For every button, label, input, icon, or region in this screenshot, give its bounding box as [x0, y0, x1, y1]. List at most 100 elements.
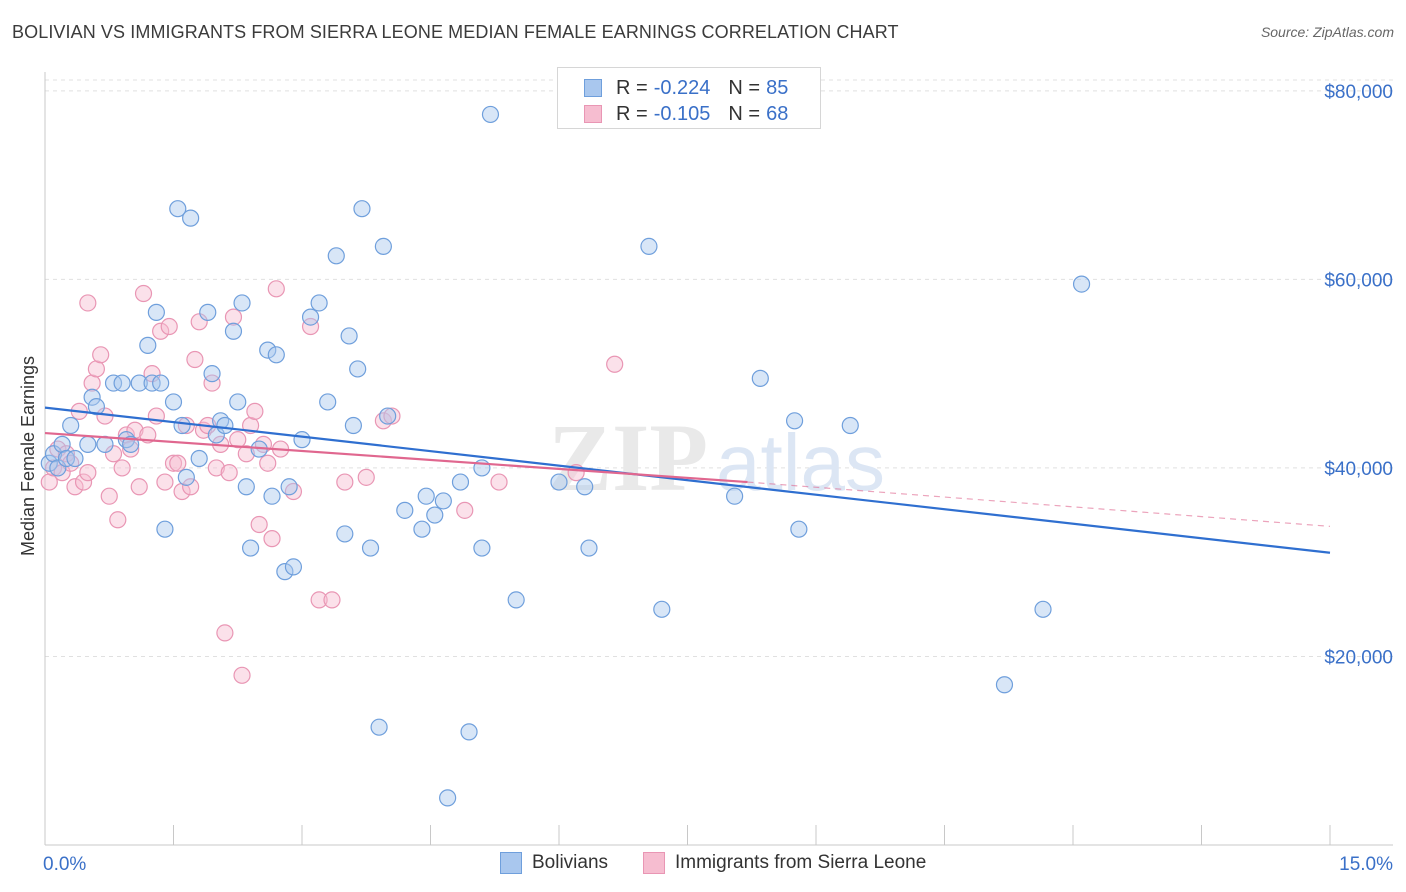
bolivian-point — [177, 468, 195, 486]
bolivian-point — [473, 539, 491, 557]
sierra-leone-point — [203, 374, 221, 392]
bolivian-point — [396, 501, 414, 519]
sierra-leone-point — [79, 464, 97, 482]
sierra-leone-point — [109, 511, 127, 529]
sierra-leone-point — [207, 459, 225, 477]
legend-swatch-blue — [500, 852, 522, 874]
bolivian-point — [224, 322, 243, 340]
watermark: ZIP atlas — [548, 404, 885, 511]
bolivian-point — [152, 374, 170, 392]
bolivian-point — [460, 723, 478, 741]
bolivian-point — [653, 600, 671, 618]
sierra-leone-trend-extension — [747, 481, 1331, 527]
bolivian-point — [413, 520, 431, 538]
x-tick-label: 15.0% — [1339, 854, 1393, 875]
sierra-leone-point — [224, 308, 243, 326]
y-axis-label: Median Female Earnings — [18, 356, 38, 556]
bolivian-point — [164, 393, 183, 411]
trend-lines — [44, 406, 1331, 554]
bolivian-point — [156, 520, 174, 538]
sierra-leone-point — [164, 454, 183, 472]
sierra-leone-point — [490, 473, 508, 491]
sierra-leone-point — [250, 515, 268, 534]
bolivian-point — [113, 374, 131, 392]
bolivian-point — [327, 247, 345, 265]
sierra-leone-point — [301, 317, 320, 336]
y-tick-label: $60,000 — [1324, 270, 1393, 291]
legend-row-bolivians: R = -0.224 N = 85 — [584, 76, 788, 100]
bolivian-point — [550, 473, 568, 491]
bolivian-point — [87, 398, 106, 416]
bolivian-point — [640, 237, 658, 255]
bolivian-point — [66, 449, 84, 468]
bolivian-point — [790, 520, 808, 538]
sierra-leone-point — [156, 473, 174, 491]
sierra-leone-point — [160, 317, 178, 336]
bolivian-point — [340, 327, 358, 345]
bolivian-point — [216, 416, 234, 435]
y-tick-label: $40,000 — [1324, 459, 1393, 480]
x-tick-label: 0.0% — [43, 854, 86, 875]
legend-item-sierra-leone[interactable]: Immigrants from Sierra Leone — [643, 852, 926, 874]
sierra-leone-point — [323, 591, 341, 609]
bolivian-point — [263, 487, 281, 505]
legend-item-bolivians[interactable]: Bolivians — [500, 852, 608, 874]
bolivian-point — [370, 718, 388, 736]
sierra-leone-point — [383, 407, 401, 425]
legend-swatch-pink — [584, 105, 602, 123]
sierra-leone-point — [190, 313, 208, 331]
bolivian-point — [426, 506, 444, 524]
grid-layer — [45, 79, 1393, 657]
legend-r-value: -0.224 — [653, 76, 711, 99]
legend-r-value: -0.105 — [653, 102, 711, 125]
bolivian-point — [434, 492, 452, 510]
source-label: Source: ZipAtlas.com — [1260, 24, 1394, 40]
series-legend: Bolivians Immigrants from Sierra Leone — [0, 852, 1406, 878]
bolivian-point — [169, 200, 187, 218]
bolivian-point — [83, 388, 101, 406]
legend-n-value: 68 — [766, 102, 789, 125]
legend-r-label: R = — [616, 102, 648, 125]
bolivian-point — [349, 360, 367, 378]
legend-label: Immigrants from Sierra Leone — [675, 852, 927, 873]
bolivian-point — [139, 336, 157, 354]
series-bolivians-points — [40, 105, 1091, 807]
bolivian-point — [439, 789, 457, 807]
y-tick-label: $80,000 — [1324, 82, 1393, 103]
bolivian-point — [319, 393, 337, 411]
sierra-leone-point — [66, 478, 84, 496]
chart-title: BOLIVIAN VS IMMIGRANTS FROM SIERRA LEONE… — [12, 22, 899, 42]
bolivian-point — [267, 346, 285, 364]
bolivian-point — [481, 105, 500, 124]
watermark-zip: ZIP — [548, 404, 708, 511]
bolivian-point — [284, 558, 303, 576]
bolivian-point — [417, 487, 435, 505]
bolivian-point — [53, 435, 71, 453]
bolivian-point — [203, 365, 221, 383]
bolivian-point — [49, 459, 67, 477]
bolivian-point — [361, 539, 380, 557]
sierra-leone-point — [79, 294, 97, 312]
bolivian-point — [242, 539, 260, 557]
sierra-leone-point — [263, 530, 281, 548]
bolivian-trend-line — [44, 406, 1331, 554]
sierra-leone-point — [104, 445, 123, 463]
bolivian-point — [751, 369, 769, 387]
legend-swatch-blue — [584, 79, 602, 97]
sierra-leone-point — [216, 624, 234, 642]
bolivian-point — [580, 539, 598, 557]
sierra-leone-point — [92, 346, 110, 364]
sierra-leone-point — [456, 501, 474, 519]
sierra-leone-point — [169, 454, 187, 472]
sierra-leone-point — [113, 459, 131, 477]
sierra-leone-trend-line — [44, 431, 748, 484]
sierra-leone-point — [259, 454, 277, 472]
sierra-leone-point — [143, 365, 161, 383]
sierra-leone-point — [357, 468, 375, 486]
bolivian-point — [229, 393, 247, 411]
bolivian-point — [353, 200, 371, 218]
sierra-leone-point — [134, 284, 153, 303]
legend-r-label: R = — [616, 76, 648, 99]
bolivian-point — [841, 416, 859, 435]
bolivian-point — [130, 374, 148, 392]
